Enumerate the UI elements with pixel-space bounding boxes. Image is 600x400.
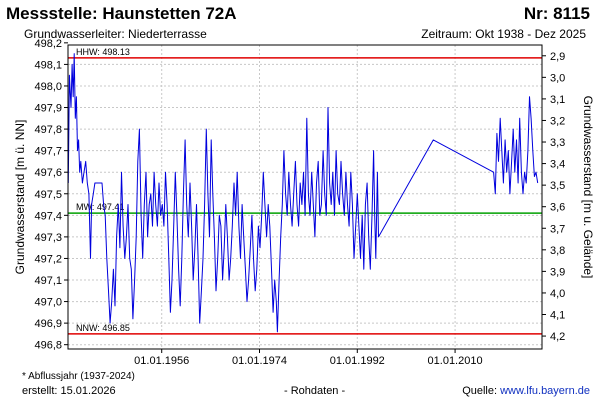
y-tick-label: 497,0: [34, 297, 62, 309]
x-tick-label: 01.01.2010: [428, 355, 483, 367]
data-series: [67, 53, 539, 333]
y-tick-label: 497,1: [34, 275, 62, 287]
station-number: Nr: 8115: [523, 4, 590, 23]
footnote: * Abflussjahr (1937-2024): [22, 371, 135, 382]
y-tick-label: 498,1: [34, 59, 62, 71]
y-axis-label: Grundwasserstand [m ü. NN]: [13, 120, 27, 275]
x-tick-label: 01.01.1992: [330, 355, 385, 367]
y-tick-label: 497,5: [34, 189, 62, 201]
y2-tick-label: 2,9: [550, 51, 565, 63]
y2-axis-ticks: 2,9 3,0 3,1 3,2 3,3 3,4 3,5 3,6 3,7 3,8 3,9 4,0 4,1 4…: [542, 51, 565, 343]
y2-tick-label: 3,3: [550, 137, 565, 149]
source-link[interactable]: www.lfu.bayern.de: [500, 385, 590, 397]
x-axis-ticks: 01.01.1956 01.01.1974 01.01.1992 01.01.2010: [134, 349, 483, 367]
y2-tick-label: 4,1: [550, 310, 565, 322]
y2-tick-label: 3,8: [550, 245, 565, 257]
x-tick-label: 01.01.1956: [134, 355, 189, 367]
rawdata-label: - Rohdaten -: [284, 385, 346, 397]
period-label: Zeitraum: Okt 1938 - Dez 2025: [421, 27, 586, 41]
refline-mw-label: MW: 497.41: [76, 202, 124, 212]
y-tick-label: 497,7: [34, 146, 62, 158]
refline-hhw-label: HHW: 498.13: [76, 47, 130, 57]
source-label: Quelle: www.lfu.bayern.de: [462, 385, 590, 397]
y-axis-ticks: 496,8 496,9 497,0 497,1 497,2 497,3 497,4 497,5…: [34, 38, 68, 352]
y-tick-label: 497,6: [34, 167, 62, 179]
y2-tick-label: 3,1: [550, 94, 565, 106]
y2-axis-label: Grundwasserstand [m u. Gelände]: [581, 96, 595, 279]
series-line: [67, 53, 539, 333]
y-tick-label: 498,2: [34, 38, 62, 50]
y2-tick-label: 4,0: [550, 288, 565, 300]
y2-tick-label: 3,0: [550, 72, 565, 84]
y2-tick-label: 3,2: [550, 115, 565, 127]
refline-nnw-label: NNW: 496.85: [76, 323, 130, 333]
y-tick-label: 496,9: [34, 318, 62, 330]
y-tick-label: 497,3: [34, 232, 62, 244]
y-tick-label: 497,2: [34, 253, 62, 265]
y2-tick-label: 3,5: [550, 180, 565, 192]
source-prefix: Quelle:: [462, 385, 501, 397]
x-tick-label: 01.01.1974: [232, 355, 287, 367]
y2-tick-label: 3,4: [550, 159, 565, 171]
y-tick-label: 497,8: [34, 124, 62, 136]
y-tick-label: 496,8: [34, 340, 62, 352]
page-title: Messstelle: Haunstetten 72A: [6, 4, 237, 23]
created-date: erstellt: 15.01.2026: [22, 385, 116, 397]
y-tick-label: 497,4: [34, 210, 62, 222]
y-tick-label: 497,9: [34, 103, 62, 115]
aquifer-label: Grundwasserleiter: Niederterrasse: [24, 27, 207, 41]
y2-tick-label: 3,9: [550, 266, 565, 278]
plot-frame: [67, 44, 543, 350]
y2-tick-label: 3,6: [550, 202, 565, 214]
y-tick-label: 498,0: [34, 81, 62, 93]
y2-tick-label: 4,2: [550, 331, 565, 343]
reference-lines: HHW: 498.13 MW: 497.41 NNW: 496.85: [68, 47, 542, 335]
y2-tick-label: 3,7: [550, 223, 565, 235]
